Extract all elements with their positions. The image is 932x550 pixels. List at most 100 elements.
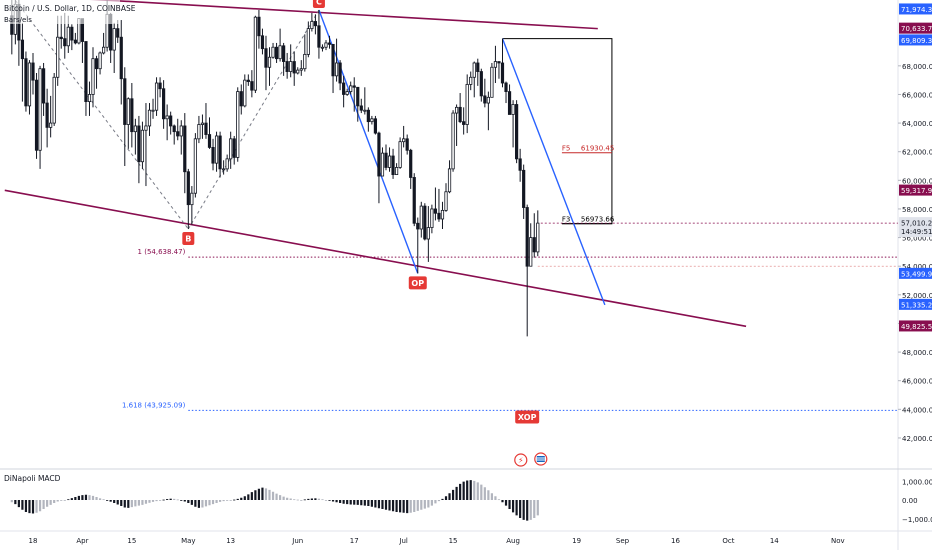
macd-histogram-bar [427,500,430,508]
price-tick-label: 58,000.00 [902,206,932,214]
candle-body [165,115,169,120]
candle-body [126,98,130,125]
macd-histogram-bar [158,500,162,501]
candle-body [327,42,332,45]
macd-histogram-bar [113,500,116,503]
price-tick-label: 62,000.00 [902,149,932,157]
macd-tick-label: 0.00 [902,497,918,505]
macd-histogram-bar [106,500,109,501]
macd-histogram-bar [60,500,63,501]
candle-body [472,62,476,78]
candle-body [469,76,473,85]
candle-body [41,68,46,104]
macd-histogram-bar [169,498,172,500]
macd-histogram-bar [247,494,250,500]
candle-body [116,28,120,38]
macd-histogram-bar [317,498,321,500]
macd-histogram-bar [483,487,486,500]
candle-body [236,91,240,158]
macd-histogram-bar [339,500,342,503]
fib-box-level-name: F3 [562,216,570,224]
candle-body [444,191,448,211]
candle-body [511,104,515,115]
price-axis-label-text: 51,335.23 [901,301,932,309]
macd-histogram-bar [487,490,490,500]
macd-histogram-bar [377,500,381,509]
candle-body [299,68,303,71]
price-axis-label-text: 59,317.93 [901,187,932,195]
macd-histogram-bar [63,500,66,501]
candle-body [243,79,247,107]
candle-body [45,102,49,128]
chart-title: Bitcoin / U.S. Dollar, 1D, COINBASE [4,4,136,13]
candle-body [342,82,346,95]
candle-body [356,86,360,107]
macd-histogram-bar [536,500,539,516]
candle-body [306,28,310,55]
candle-body [102,46,106,54]
macd-histogram-bar [208,500,211,506]
candle-body [289,61,293,72]
candle-body [486,96,490,104]
candle-body [20,39,25,60]
macd-histogram-bar [120,500,123,506]
price-axis-label-box [899,3,932,15]
price-tick-label: 44,000.00 [902,406,932,414]
macd-histogram-bar [363,500,366,506]
macd-histogram-bar [430,500,433,506]
macd-histogram-bar [243,496,246,500]
macd-histogram-bar [187,500,190,503]
candle-body [52,76,56,124]
candle-body [331,43,335,77]
candle-body [500,62,505,84]
candle-body [158,82,162,90]
candle-body [504,82,508,92]
candle-body [38,68,42,151]
macd-tick-label: −1,000.00 [902,516,932,524]
macd-histogram-bar [261,487,264,500]
macd-histogram-bar [250,492,253,500]
macd-histogram-bar [148,500,151,503]
macd-histogram-bar [38,500,42,512]
fib-box-level-value: 61930.45 [581,145,614,153]
chart-subtitle: Bars/els [4,16,32,24]
macd-histogram-bar [388,500,391,511]
macd-histogram-bar [413,500,416,512]
price-axis-label-text: 49,825.53 [901,323,932,331]
macd-histogram-bar [490,493,493,500]
macd-histogram-bar [53,500,56,503]
macd-histogram-bar [497,499,501,501]
candle-body [518,158,522,171]
channel-line [4,189,747,328]
price-tick-label: 48,000.00 [902,349,932,357]
candle-body [317,25,321,48]
candle-body [324,42,328,48]
candle-body [515,104,519,160]
candle-body [186,171,190,206]
candle-body [222,168,226,171]
macd-histogram-bar [307,498,310,500]
time-tick-label: 18 [29,537,38,545]
candle-body [285,61,289,72]
price-axis-label-text: 71,974.34 [901,6,932,14]
macd-histogram-bar [279,495,282,500]
macd-histogram-bar [395,500,398,512]
price-axis-label-box [899,34,932,46]
price-tick-label: 66,000.00 [902,91,932,99]
macd-histogram-bar [31,500,35,514]
candle-body [352,85,356,88]
time-tick-label: 19 [572,537,581,545]
candle-body [437,212,441,220]
price-axis-label-box [899,267,932,279]
macd-histogram-bar [197,500,201,508]
macd-histogram-bar [455,486,458,500]
macd-histogram-bar [91,495,95,500]
macd-histogram-bar [215,500,218,503]
candle-body [377,132,381,177]
candle-body [94,58,99,70]
flag-event-icon-body [536,456,545,462]
time-tick-label: Apr [76,537,88,545]
candle-body [271,46,275,58]
candle-body [296,69,300,74]
